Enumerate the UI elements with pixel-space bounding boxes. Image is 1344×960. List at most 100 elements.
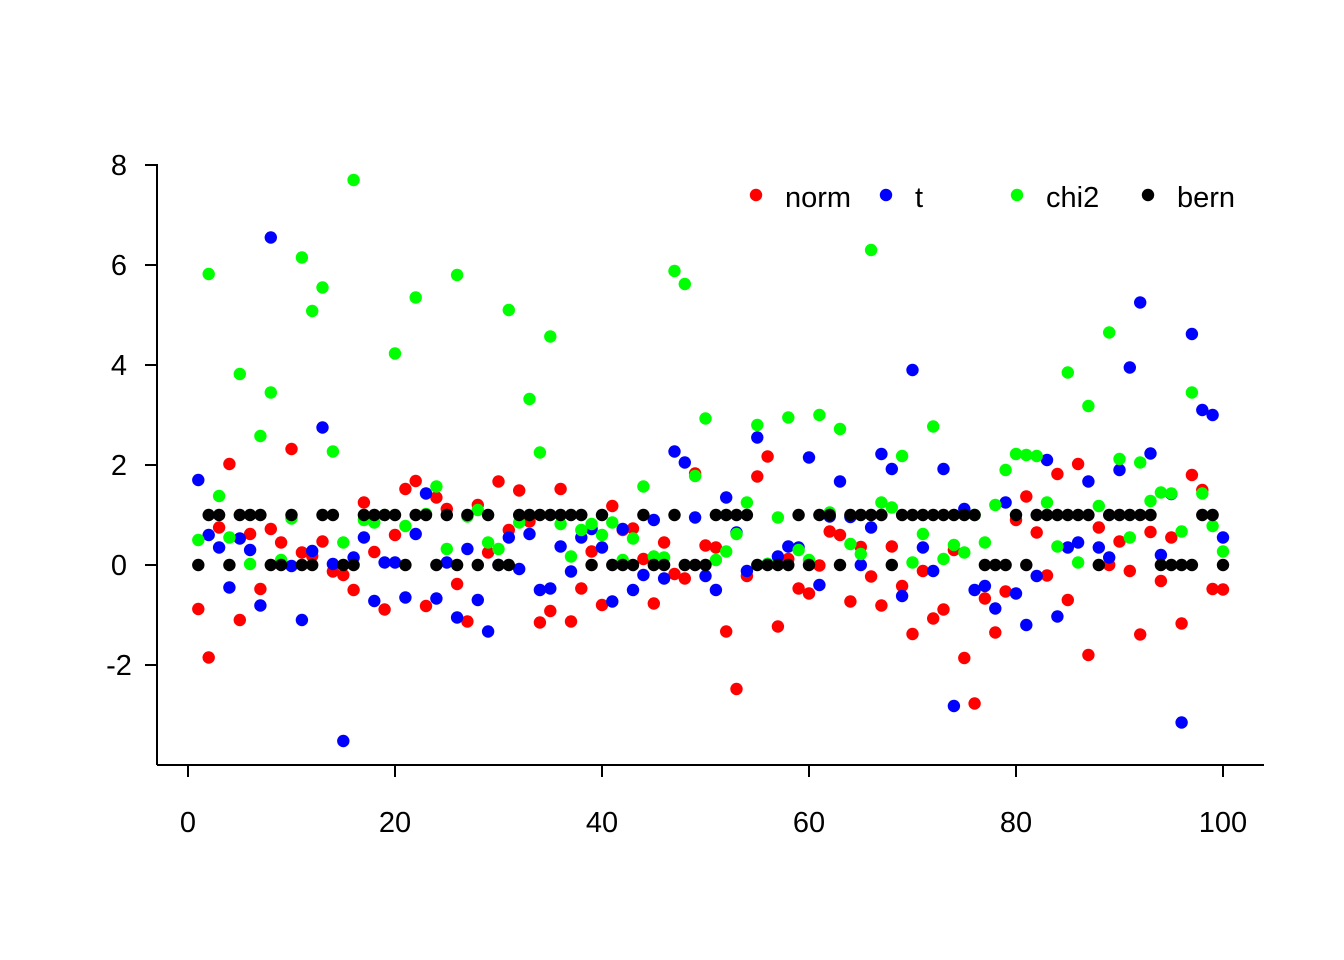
norm-point [295,546,309,559]
t-point [544,582,557,595]
t-point [212,541,226,554]
bern-point [740,508,754,522]
norm-point [492,475,505,488]
chi2-point [668,264,681,278]
t-point [1092,541,1106,554]
norm-point [968,697,981,710]
bern-point [212,508,226,522]
t-point [192,473,205,487]
y-tick-label: 0 [111,550,127,582]
bern-point [533,508,547,522]
bern-point [968,508,981,522]
t-point [285,559,298,573]
chi2-point [1144,494,1157,508]
y-tick-label: 2 [111,450,127,482]
norm-point [626,522,640,535]
t-point [626,583,640,597]
t-point [637,568,650,582]
norm-point [243,527,257,541]
bern-point [243,508,257,522]
norm-point [554,482,567,496]
chi2-point [792,543,805,557]
chi2-point [575,523,588,537]
chi2-point [233,367,246,381]
norm-point [906,627,919,641]
norm-point [978,592,992,605]
norm-point [378,603,391,616]
bern-point [409,508,422,522]
bern-point [554,508,567,522]
norm-point [657,536,671,549]
bern-point [430,558,443,572]
chi2-point [751,418,764,432]
chi2-point [440,542,453,556]
data-points [192,173,1230,748]
chi2-point [595,528,609,542]
t-point [1051,610,1064,623]
bern-point [709,508,723,522]
bern-point [813,508,826,522]
t-point [999,496,1012,509]
chi2-point [740,496,754,509]
norm-point [1113,535,1126,548]
bern-point [450,558,464,572]
bern-point [1020,558,1033,572]
norm-point [544,604,557,618]
bern-point [1040,508,1054,522]
bern-point [989,558,1002,572]
chi2-point [1216,545,1230,558]
bern-point [347,558,360,572]
norm-point [927,612,940,625]
chi2-point [1030,449,1043,463]
norm-point [813,559,826,572]
t-point [947,699,961,713]
chi2-point [202,267,215,281]
norm-point [1040,569,1054,582]
bern-point [1030,508,1043,522]
norm-point [419,599,433,613]
chi2-point [647,550,660,563]
chi2-point [906,556,919,569]
chi2-point [958,546,971,559]
bern-point [1123,508,1137,522]
t-point [254,599,267,612]
t-point [1020,618,1033,632]
bern-point [388,508,402,522]
t-point [657,572,671,585]
legend: norm t chi2 bern [749,182,1235,214]
chi2-point [978,536,992,549]
t-point [699,569,712,583]
legend-label-t: t [915,182,923,214]
chi2-point [295,251,309,264]
chi2-point [492,542,505,556]
chi2-point [254,429,267,443]
t-point [306,544,319,558]
bern-point [875,508,888,522]
norm-point [1216,583,1230,596]
t-point [461,542,474,556]
chi2-point [699,412,712,425]
chi2-point [564,550,578,563]
bern-point [1165,558,1178,572]
chi2-point [1092,499,1106,513]
t-point [1175,716,1188,729]
x-tick-label: 100 [1199,807,1247,839]
y-tick-label: 8 [111,150,127,182]
t-point [668,445,681,458]
norm-point [264,522,277,536]
chi2-point [916,527,930,541]
t-point [440,556,453,569]
chi2-point [306,304,319,318]
t-point [978,579,992,593]
t-point [523,527,536,541]
t-point [471,593,484,607]
t-point [595,541,609,554]
chi2-point [1165,487,1178,500]
bern-point [947,508,961,522]
x-axis-ticks: 0 20 40 60 80 100 [180,765,1247,839]
norm-point [1175,617,1188,630]
chi2-point [1113,452,1126,466]
t-point [1144,447,1157,460]
bern-point [1196,508,1209,522]
norm-point [409,474,422,488]
